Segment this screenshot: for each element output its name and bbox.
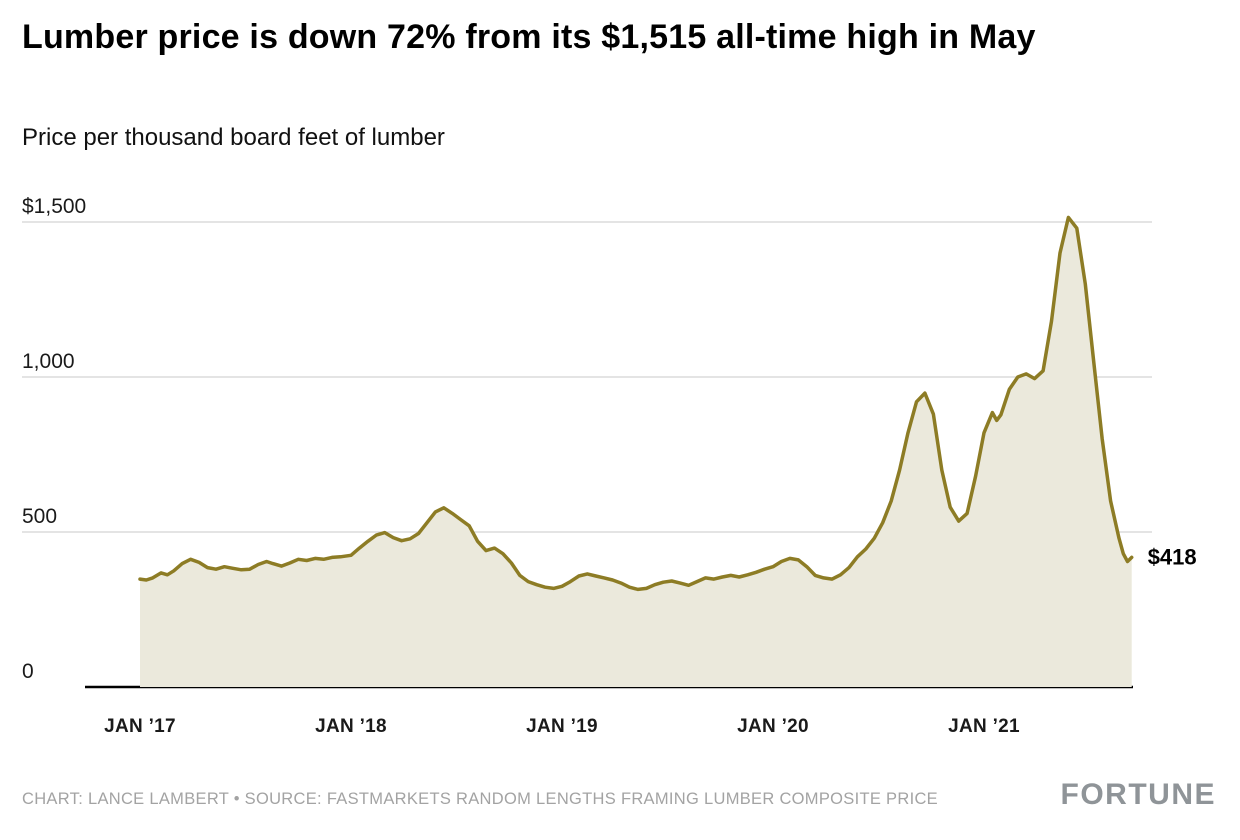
fortune-logo: FORTUNE <box>1060 778 1216 811</box>
price-line <box>138 215 1134 592</box>
y-tick-label: 0 <box>22 660 34 683</box>
y-tick-label: 1,000 <box>22 350 75 373</box>
x-tick-label: JAN ’19 <box>526 716 598 737</box>
x-tick-label: JAN ’17 <box>104 716 176 737</box>
x-tick-label: JAN ’18 <box>315 716 387 737</box>
chart-footer: CHART: LANCE LAMBERT • SOURCE: FASTMARKE… <box>22 778 1216 812</box>
x-tick-label: JAN ’20 <box>737 716 809 737</box>
y-tick-label: 500 <box>22 505 57 528</box>
x-tick-label: JAN ’21 <box>948 716 1020 737</box>
source-credit: CHART: LANCE LAMBERT • SOURCE: FASTMARKE… <box>22 790 938 808</box>
current-price-label: $418 <box>1148 544 1197 569</box>
price-area-fill <box>140 217 1132 687</box>
chart-title: Lumber price is down 72% from its $1,515… <box>22 18 1036 56</box>
chart-subtitle: Price per thousand board feet of lumber <box>22 124 445 151</box>
y-tick-label: $1,500 <box>22 195 86 218</box>
